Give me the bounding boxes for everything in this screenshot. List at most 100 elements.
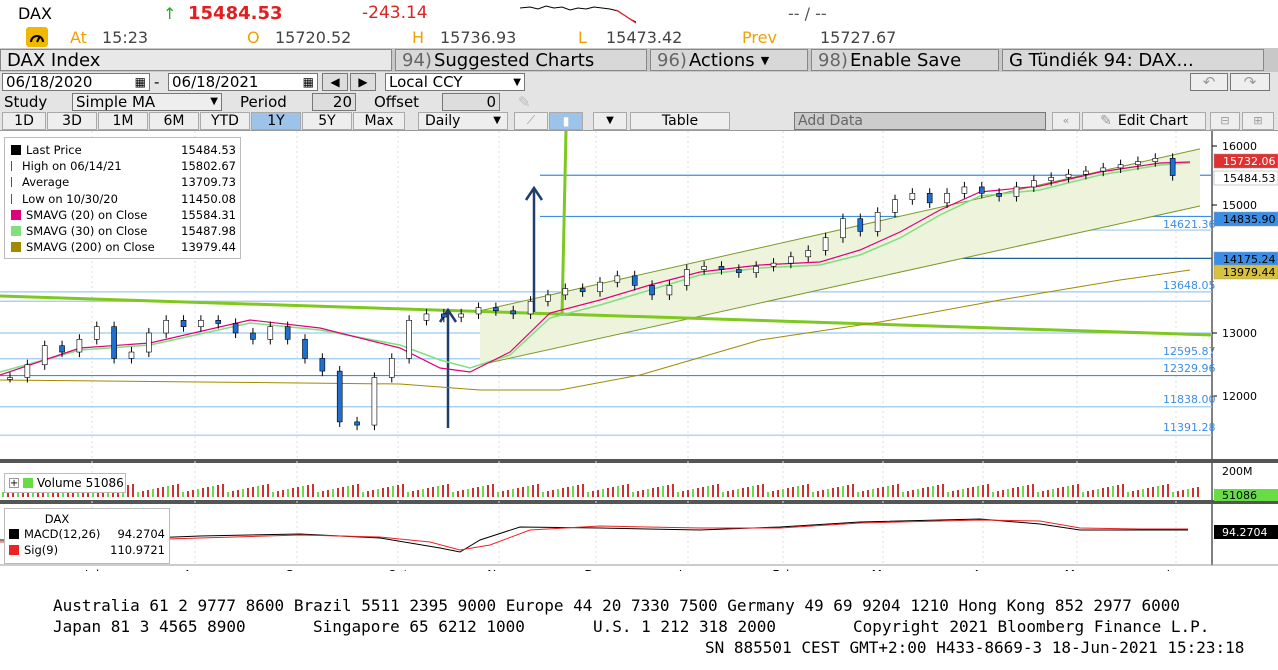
volume-bar: [1052, 489, 1054, 497]
volume-bar: [972, 487, 974, 497]
zoom-button[interactable]: ⊟: [1210, 111, 1240, 130]
volume-bar: [917, 489, 919, 497]
date-separator: -: [154, 73, 160, 91]
chart-name[interactable]: G Tündiék 94: DAX...: [1002, 49, 1264, 71]
period-button-1d[interactable]: 1D: [2, 111, 46, 130]
suggested-charts-button[interactable]: 94) Suggested Charts: [395, 49, 647, 71]
candle-body: [649, 285, 655, 296]
volume-bar: [852, 484, 854, 497]
period-button-1m[interactable]: 1M: [98, 111, 148, 130]
period-button-6m[interactable]: 6M: [149, 111, 199, 130]
period-button-max[interactable]: Max: [353, 111, 405, 130]
candle-body: [1169, 158, 1176, 176]
settings-button[interactable]: ⊞: [1242, 111, 1274, 130]
edit-chart-label: Edit Chart: [1117, 112, 1188, 129]
frequency-select[interactable]: Daily ▼: [418, 111, 508, 130]
volume-swatch: [23, 478, 33, 488]
volume-bar: [1007, 489, 1009, 497]
calendar-icon[interactable]: ▦: [302, 75, 314, 89]
volume-bar: [742, 488, 744, 497]
macd-legend-swatch: [9, 529, 19, 540]
currency-select[interactable]: Local CCY ▼: [385, 73, 525, 91]
legend-text: Average: [22, 175, 70, 190]
candle-body: [475, 307, 482, 315]
redo-button[interactable]: ↷: [1230, 73, 1270, 91]
actions-num: 96): [657, 49, 687, 71]
calendar-icon[interactable]: ▦: [134, 75, 146, 89]
volume-bar: [1147, 488, 1149, 497]
volume-bar: [1022, 486, 1024, 497]
pencil-icon[interactable]: ✎: [518, 92, 531, 111]
candle-body: [597, 281, 603, 293]
chart-type-menu[interactable]: ▼: [593, 111, 627, 130]
legend-swatch: [11, 161, 17, 172]
volume-bar: [902, 492, 904, 497]
enable-save-button[interactable]: 98) Enable Save: [811, 49, 999, 71]
period-button-5y[interactable]: 5Y: [302, 111, 352, 130]
period-button-1y[interactable]: 1Y: [251, 111, 301, 130]
legend-row: Last Price 15484.53: [11, 142, 236, 158]
volume-bar: [697, 488, 699, 497]
add-data-input[interactable]: Add Data: [794, 111, 1046, 130]
candle-body: [614, 275, 621, 283]
table-button[interactable]: Table: [630, 111, 730, 130]
volume-bar: [772, 491, 774, 497]
chart-type-line-button[interactable]: ⟋: [514, 111, 548, 130]
candle-body: [1048, 177, 1054, 181]
candle-body: [579, 288, 586, 293]
legend-value: 13979.44: [181, 240, 236, 255]
period-button-3d[interactable]: 3D: [47, 111, 97, 130]
actions-button[interactable]: 96) Actions ▼: [650, 49, 808, 71]
candle-body: [527, 300, 534, 315]
expand-icon[interactable]: +: [9, 477, 19, 489]
pane-separator: [0, 500, 1278, 504]
offset-input[interactable]: 0: [442, 92, 500, 111]
volume-bar: [282, 490, 284, 497]
channel-lower: [479, 205, 1201, 366]
volume-bar: [412, 491, 414, 497]
volume-bar: [792, 487, 794, 497]
undo-button[interactable]: ↶: [1190, 73, 1228, 91]
legend-text: Low on 10/30/20: [22, 191, 118, 206]
end-date-input[interactable]: 06/18/2021 ▦: [168, 73, 318, 91]
study-select[interactable]: Simple MA ▼: [72, 92, 222, 111]
volume-tag: [1214, 489, 1278, 501]
period-input[interactable]: 20: [312, 92, 356, 111]
volume-bar: [332, 489, 334, 497]
volume-bar: [172, 485, 174, 497]
macd-legend-text: Sig(9): [24, 543, 59, 558]
period-button-ytd[interactable]: YTD: [200, 111, 250, 130]
candle-body: [180, 319, 187, 327]
next-range-button[interactable]: ▶: [350, 73, 376, 91]
month-label: May: [1065, 568, 1090, 571]
volume-bar: [207, 487, 209, 497]
prev-range-button[interactable]: ◀: [322, 73, 348, 91]
volume-bar: [177, 484, 179, 497]
volume-bar: [382, 488, 384, 497]
volume-bar: [687, 490, 689, 497]
index-name[interactable]: DAX Index: [0, 49, 392, 71]
candle-body: [388, 358, 395, 378]
legend-label: Low on 10/30/20: [11, 192, 118, 206]
candle-body: [857, 218, 864, 232]
volume-bar: [127, 485, 129, 497]
volume-bar: [1132, 491, 1134, 497]
candle-body: [961, 186, 968, 194]
volume-bar: [352, 485, 354, 497]
volume-bar: [842, 486, 844, 497]
chart-type-candle-button[interactable]: ▮: [549, 111, 583, 130]
alert-icon[interactable]: [26, 27, 48, 47]
collapse-button[interactable]: «: [1052, 111, 1080, 130]
legend-value: 15487.98: [181, 224, 236, 239]
start-date-input[interactable]: 06/18/2020 ▦: [2, 73, 150, 91]
volume-bar: [1107, 487, 1109, 497]
candle-body: [1065, 173, 1072, 178]
volume-bar: [287, 489, 289, 497]
candle-body: [93, 326, 100, 340]
volume-bar: [1057, 488, 1059, 497]
volume-bar: [252, 487, 254, 497]
volume-bar: [577, 485, 579, 497]
volume-bar: [212, 486, 214, 497]
undo-icon: ↶: [1202, 73, 1216, 91]
edit-chart-button[interactable]: ✎ Edit Chart: [1082, 111, 1206, 130]
